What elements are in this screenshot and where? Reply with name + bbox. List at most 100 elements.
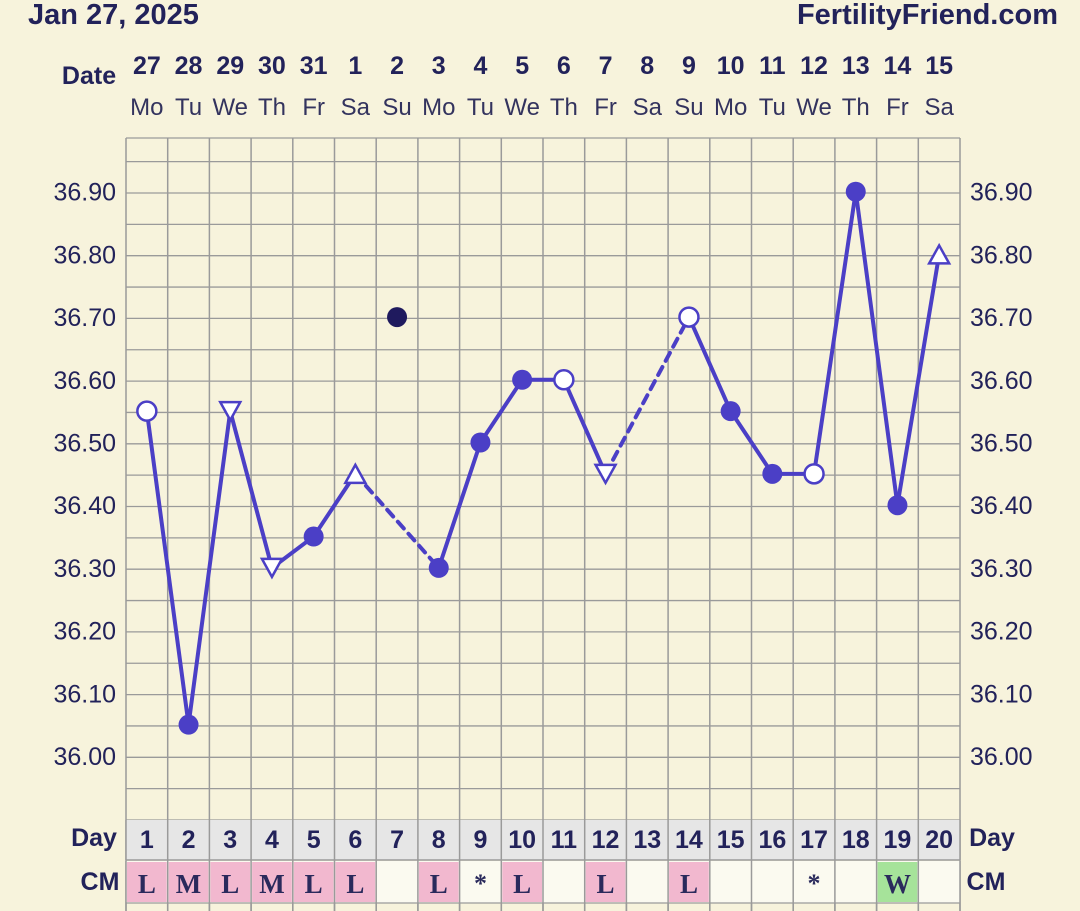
weekday-label: Mo [714, 94, 747, 121]
date-number: 1 [348, 52, 362, 80]
temperature-point [470, 432, 491, 453]
temperature-point [512, 369, 533, 390]
weekday-label: Sa [633, 94, 663, 121]
cycle-day-number: 19 [884, 826, 912, 854]
cycle-day-number: 16 [758, 826, 786, 854]
y-tick-label: 36.60 [53, 367, 116, 395]
cm-value: * [474, 869, 487, 898]
temperature-point-open [678, 306, 700, 328]
cycle-day-number: 3 [223, 826, 237, 854]
date-number: 3 [432, 52, 446, 80]
cm-cell [669, 862, 709, 902]
date-number: 28 [175, 52, 203, 80]
temperature-segment [561, 377, 608, 476]
cm-cell [502, 862, 542, 902]
cm-row-label-right: CM [967, 868, 1006, 896]
temperature-point-discarded [387, 307, 408, 328]
temperature-segment [228, 409, 274, 570]
temperature-segment [478, 377, 525, 445]
temperature-segment [895, 252, 942, 508]
cm-cell [919, 862, 959, 902]
cycle-day-number: 14 [675, 826, 703, 854]
y-tick-label: 36.90 [53, 179, 116, 207]
date-number: 9 [682, 52, 696, 80]
temperature-point [720, 401, 741, 422]
cycle-day-number: 8 [432, 826, 446, 854]
temperature-point-open [803, 463, 825, 485]
date-number: 12 [800, 52, 828, 80]
cm-row: L M L M L L L * L L L * W [125, 861, 961, 911]
weekday-label: Mo [130, 94, 163, 121]
weekday-label: We [212, 94, 248, 121]
y-tick-label: 36.20 [53, 618, 116, 646]
chart-date-title: Jan 27, 2025 [28, 0, 199, 31]
brand-label: FertilityFriend.com [797, 0, 1058, 31]
y-tick-label: 36.30 [970, 555, 1033, 583]
weekday-label: Fr [302, 94, 325, 121]
temperature-segment-dashed [353, 471, 441, 570]
cm-cell [460, 862, 501, 902]
date-number: 11 [759, 52, 786, 80]
cycle-day-number: 1 [140, 826, 154, 854]
temperature-segment [311, 471, 358, 539]
y-tick-label: 36.70 [53, 304, 116, 332]
temperature-point-triangle-down [593, 463, 618, 486]
cycle-day-number: 12 [592, 826, 620, 854]
temperature-point-triangle-down [218, 400, 243, 423]
date-number: 10 [717, 52, 745, 80]
temperature-point [303, 526, 324, 547]
cycle-day-number: 18 [842, 826, 870, 854]
date-number: 31 [300, 52, 328, 80]
date-number: 8 [640, 52, 654, 80]
weekday-label: Th [258, 94, 286, 121]
weekday-label: Th [550, 94, 578, 121]
cycle-day-number: 2 [182, 826, 196, 854]
temperature-point-triangle-up [343, 462, 368, 485]
y-tick-label: 36.70 [970, 304, 1033, 332]
temperature-segment [686, 315, 733, 414]
temperature-segment-dashed [603, 315, 691, 476]
cm-cell [794, 862, 834, 902]
day-row-label-right: Day [969, 824, 1015, 852]
y-tick-label: 36.00 [970, 743, 1033, 771]
cycle-day-number: 9 [473, 826, 487, 854]
weekday-label: Su [382, 94, 411, 121]
temperature-point-open [136, 400, 158, 422]
cm-value: L [138, 869, 156, 899]
cm-cell [585, 862, 626, 902]
temperature-point-open [553, 369, 575, 391]
temperature-point-triangle-down [259, 557, 285, 580]
weekday-label: Tu [759, 94, 786, 121]
cycle-day-number: 20 [925, 826, 953, 854]
temperature-point [428, 557, 449, 578]
cm-cell [377, 862, 417, 902]
date-number: 30 [258, 52, 286, 80]
cm-value: L [597, 869, 615, 899]
y-tick-label: 36.10 [970, 680, 1033, 708]
cycle-day-number: 17 [800, 826, 828, 854]
y-tick-label: 36.50 [970, 430, 1033, 458]
y-tick-label: 36.60 [970, 367, 1033, 395]
temperature-segment [186, 409, 233, 727]
cm-value: L [513, 869, 531, 899]
cycle-day-number: 5 [307, 826, 321, 854]
y-tick-label: 36.40 [53, 492, 116, 520]
cm-cell [210, 862, 251, 902]
cm-value: W [884, 869, 911, 899]
cm-cell [835, 862, 876, 902]
weekday-label: We [504, 94, 540, 121]
weekday-label: Th [842, 94, 870, 121]
weekday-label: Sa [341, 94, 371, 121]
cm-cell [752, 862, 793, 902]
cm-value: L [305, 869, 323, 899]
y-tick-label: 36.90 [970, 179, 1033, 207]
cm-value: L [221, 869, 239, 899]
temperature-points [136, 181, 952, 735]
cm-row-label-left: CM [81, 868, 120, 896]
date-number: 14 [884, 52, 912, 80]
temperature-point [845, 181, 866, 202]
cm-value: M [259, 869, 284, 899]
date-number: 7 [599, 52, 613, 80]
date-number: 6 [557, 52, 571, 80]
